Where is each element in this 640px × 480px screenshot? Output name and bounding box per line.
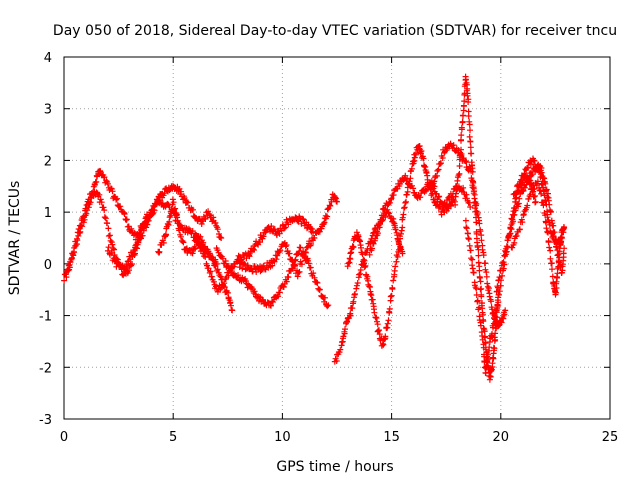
y-tick-label: 4: [44, 51, 52, 66]
x-tick-label: 5: [169, 430, 177, 445]
x-tick-label: 10: [274, 430, 291, 445]
track-10-markers: [344, 143, 458, 349]
track-13-markers: [452, 73, 502, 383]
chart-title: Day 050 of 2018, Sidereal Day-to-day VTE…: [53, 23, 617, 39]
track-17: [510, 155, 568, 247]
track-17-markers: [510, 155, 568, 247]
plot-frame: [63, 56, 611, 420]
data-series: [61, 73, 568, 383]
y-tick-label: 0: [44, 258, 52, 273]
track-10: [344, 143, 458, 349]
x-tick-label: 20: [493, 430, 510, 445]
track-15-markers: [493, 161, 568, 295]
x-tick-labels: 0 5 10 15 20 25: [60, 430, 618, 445]
track-11-markers: [366, 172, 474, 258]
track-3-markers: [104, 197, 220, 272]
x-tick-label: 0: [60, 430, 68, 445]
y-tick-label: -3: [39, 413, 52, 428]
track-12-markers: [427, 140, 509, 330]
x-tick-label: 15: [383, 430, 400, 445]
track-6: [191, 213, 316, 295]
y-tick-label: -2: [39, 361, 52, 376]
y-tick-label: 3: [44, 103, 52, 118]
track-11: [366, 172, 474, 258]
track-4-markers: [137, 182, 225, 241]
track-6-markers: [191, 213, 316, 295]
y-axis-label: SDTVAR / TECUs: [7, 181, 23, 296]
track-16-markers: [508, 178, 565, 298]
track-3: [104, 197, 220, 272]
track-13: [452, 73, 502, 383]
x-tick-label: 25: [602, 430, 619, 445]
track-7: [213, 244, 332, 310]
track-4: [137, 182, 225, 241]
y-tick-label: 2: [44, 154, 52, 169]
track-16: [508, 178, 565, 298]
y-tick-label: 1: [44, 206, 52, 221]
track-8-markers: [235, 191, 340, 280]
track-15: [493, 161, 568, 295]
track-12: [427, 140, 509, 330]
track-8: [235, 191, 340, 280]
track-7-markers: [213, 244, 332, 310]
x-axis-label: GPS time / hours: [276, 459, 393, 475]
axis-ticks: [63, 56, 611, 420]
grid: [64, 57, 610, 419]
y-tick-label: -1: [39, 310, 52, 325]
y-tick-labels: -3 -2 -1 0 1 2 3 4: [39, 51, 52, 428]
